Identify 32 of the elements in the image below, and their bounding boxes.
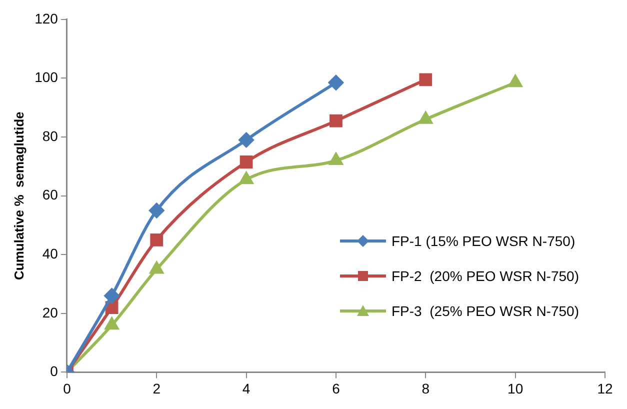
legend-label: FP-1 (15% PEO WSR N-750) [392, 232, 576, 248]
y-axis-title: Cumulative % semaglutide [11, 112, 26, 280]
x-tick-label: 6 [332, 380, 340, 396]
point [508, 75, 522, 88]
legend-label: FP-2 (20% PEO WSR N-750) [392, 268, 579, 284]
y-tick-label: 120 [34, 10, 58, 26]
x-tick-label: 8 [422, 380, 430, 396]
y-tick-label: 60 [42, 186, 58, 203]
point [328, 75, 344, 90]
y-tick-label: 0 [50, 363, 58, 380]
y-tick-label: 80 [42, 128, 58, 144]
x-tick-label: 12 [597, 380, 613, 396]
legend-label: FP-3 (25% PEO WSR N-750) [392, 302, 579, 318]
point [150, 262, 164, 274]
point [104, 288, 120, 304]
y-tick-label: 100 [34, 69, 58, 86]
point [149, 203, 164, 218]
point [240, 172, 253, 184]
point [329, 153, 343, 166]
y-tick-label: 20 [42, 304, 58, 320]
point [105, 318, 118, 330]
point [238, 132, 254, 148]
point [240, 156, 253, 168]
x-tick-label: 2 [152, 380, 161, 396]
x-tick-label: 4 [242, 380, 250, 396]
x-tick-label: 10 [508, 380, 524, 396]
point [330, 114, 342, 128]
y-tick-label: 40 [42, 245, 58, 262]
point [418, 112, 432, 124]
point [419, 73, 432, 86]
point [150, 233, 164, 246]
x-tick-label: 0 [63, 380, 72, 396]
